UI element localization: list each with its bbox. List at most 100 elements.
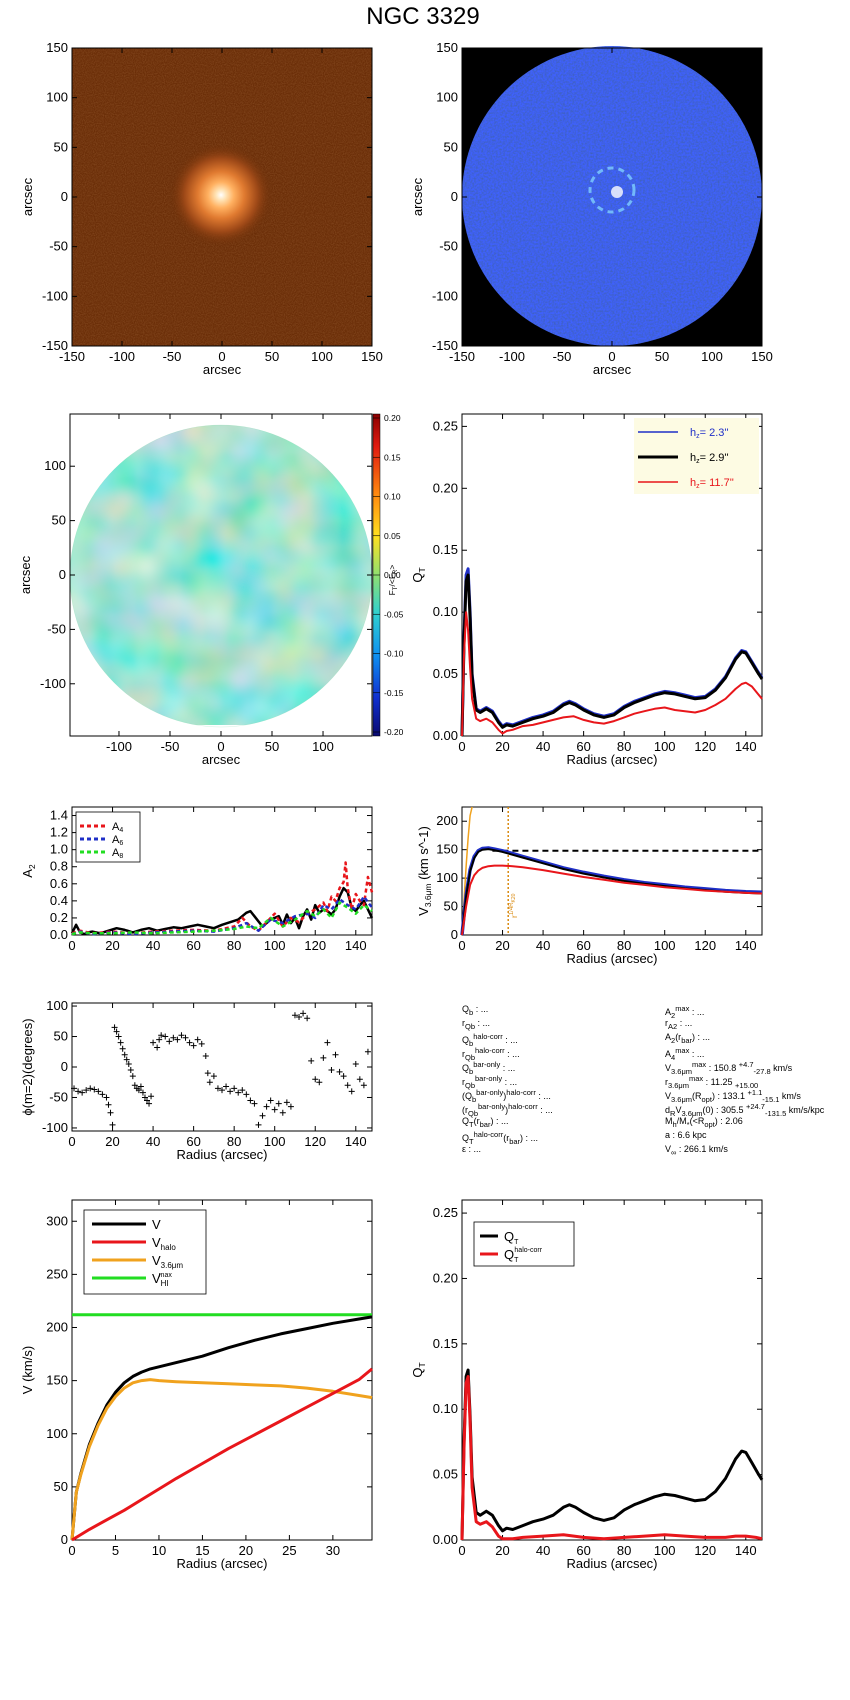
scatter-point xyxy=(162,1033,169,1040)
x-tick-label: 0 xyxy=(217,739,224,754)
scatter-point xyxy=(91,1086,98,1093)
svg-text:A4: A4 xyxy=(112,821,123,834)
y-tick-label: -100 xyxy=(42,1120,68,1135)
scatter-point xyxy=(158,1032,165,1039)
y-tick-label: 0.6 xyxy=(50,876,68,891)
scatter-point xyxy=(109,1121,116,1128)
y-tick-label: 0.25 xyxy=(433,418,458,433)
series-line-1 xyxy=(460,1375,763,1541)
colorbar-tick-label: 0.20 xyxy=(384,413,401,423)
series-line-0 xyxy=(70,886,374,936)
scatter-point xyxy=(231,1085,238,1092)
x-tick-label: 150 xyxy=(751,349,773,364)
y-axis-label: arcsec xyxy=(410,177,425,216)
info-qb-halo: Qbhalo-corr : ... xyxy=(462,1032,518,1048)
scatter-point xyxy=(186,1039,193,1046)
scatter-point xyxy=(279,1109,286,1116)
info-vinf: V∞ : 266.1 km/s xyxy=(665,1144,728,1157)
series-line-1 xyxy=(460,573,764,737)
y-tick-label: 0.10 xyxy=(433,604,458,619)
series-line-3 xyxy=(71,901,373,936)
scatter-point xyxy=(219,1087,225,1094)
x-tick-label: -150 xyxy=(449,349,475,364)
x-tick-label: 140 xyxy=(735,1543,757,1558)
x-tick-label: 100 xyxy=(701,349,723,364)
scatter-point xyxy=(214,1085,221,1092)
colorbar-tick-label: -0.05 xyxy=(384,609,404,619)
scatter-point xyxy=(129,1073,136,1080)
scatter-point xyxy=(95,1088,102,1095)
x-tick-label: 60 xyxy=(186,938,200,953)
scatter-point xyxy=(271,1106,278,1113)
x-tick-label: 0 xyxy=(458,739,465,754)
scatter-point xyxy=(287,1103,294,1110)
scatter-point xyxy=(255,1121,262,1128)
colorbar-tick-label: 0.15 xyxy=(384,452,401,462)
scatter-point xyxy=(344,1082,351,1089)
x-tick-label: -100 xyxy=(109,349,135,364)
x-tick-label: 100 xyxy=(264,1134,286,1149)
x-tick-label: -100 xyxy=(499,349,525,364)
scatter-point xyxy=(111,1024,118,1031)
x-tick-label: 10 xyxy=(152,1543,166,1558)
scatter-point xyxy=(300,1010,307,1017)
y-axis-label: arcsec xyxy=(20,177,35,216)
x-tick-label: 40 xyxy=(536,739,550,754)
y-tick-label: 0.0 xyxy=(50,927,68,942)
x-tick-label: 100 xyxy=(654,739,676,754)
x-tick-label: 0 xyxy=(68,1134,75,1149)
x-tick-label: 30 xyxy=(326,1543,340,1558)
y-tick-label: 200 xyxy=(436,813,458,828)
colorbar: 0.20 0.15 0.10 0.05 0.00 -0.05 -0.10 -0.15 -0.20… xyxy=(372,413,404,737)
scatter-point xyxy=(170,1034,177,1041)
x-tick-label: 60 xyxy=(576,739,590,754)
scatter-point xyxy=(127,1067,134,1074)
info-a2-rbar: A2(rbar) : ... xyxy=(665,1032,711,1045)
x-tick-label: 120 xyxy=(304,938,326,953)
x-axis-label: Radius (arcsec) xyxy=(566,1556,657,1571)
info-qt-rbar: QT(rbar) : ... xyxy=(462,1116,509,1129)
y-tick-label: 1.4 xyxy=(50,808,68,823)
y-axis-label: V (km/s) xyxy=(20,1346,35,1394)
y-tick-label: 150 xyxy=(46,40,68,55)
y-tick-label: 50 xyxy=(52,513,66,528)
y-tick-label: 0 xyxy=(61,189,68,204)
qt2-legend: QT QThalo-corr xyxy=(473,1221,575,1267)
scatter-point xyxy=(135,1087,142,1094)
x-tick-label: 120 xyxy=(694,938,716,953)
x-tick-label: 20 xyxy=(105,938,119,953)
scatter-point xyxy=(210,1073,217,1080)
y-tick-label: -50 xyxy=(47,621,66,636)
y-tick-label: 100 xyxy=(46,90,68,105)
y-tick-label: 100 xyxy=(46,1426,68,1441)
scatter-point xyxy=(320,1054,327,1061)
scatter-point xyxy=(105,1101,112,1108)
scatter-point xyxy=(75,1088,82,1095)
scatter-point xyxy=(308,1057,315,1064)
figure-title: NGC 3329 xyxy=(366,3,479,30)
y-tick-label: 100 xyxy=(44,458,66,473)
scatter-point xyxy=(263,1103,270,1110)
panel-a2: 0 20 40 60 80 100 120 140 0.0 0.2 0.4 0.6 0.8 1.0 1.2 1… xyxy=(20,806,374,953)
scatter-point xyxy=(291,1012,298,1019)
scatter-point xyxy=(182,1034,189,1041)
info-mh-ms: Mh/M*(<Ropt) : 2.06 xyxy=(665,1116,743,1129)
x-tick-label: 20 xyxy=(495,938,509,953)
scatter-point xyxy=(83,1087,90,1094)
x-tick-label: -50 xyxy=(553,349,572,364)
info-qt-halo-rbar: QThalo-corr(rbar) : ... xyxy=(462,1130,539,1146)
x-tick-label: 140 xyxy=(735,739,757,754)
legend-hz1: hz= 2.3'' xyxy=(690,427,729,440)
x-tick-label: 40 xyxy=(146,938,160,953)
y-tick-label: -50 xyxy=(49,1089,68,1104)
scatter-point xyxy=(348,1088,355,1095)
scatter-point xyxy=(107,1109,114,1116)
scatter-point xyxy=(146,1100,153,1107)
x-tick-label: 140 xyxy=(735,938,757,953)
x-tick-label: 100 xyxy=(654,938,676,953)
x-tick-label: -50 xyxy=(163,349,182,364)
colorbar-tick-label: -0.15 xyxy=(384,688,404,698)
svg-text:A6: A6 xyxy=(112,834,123,847)
